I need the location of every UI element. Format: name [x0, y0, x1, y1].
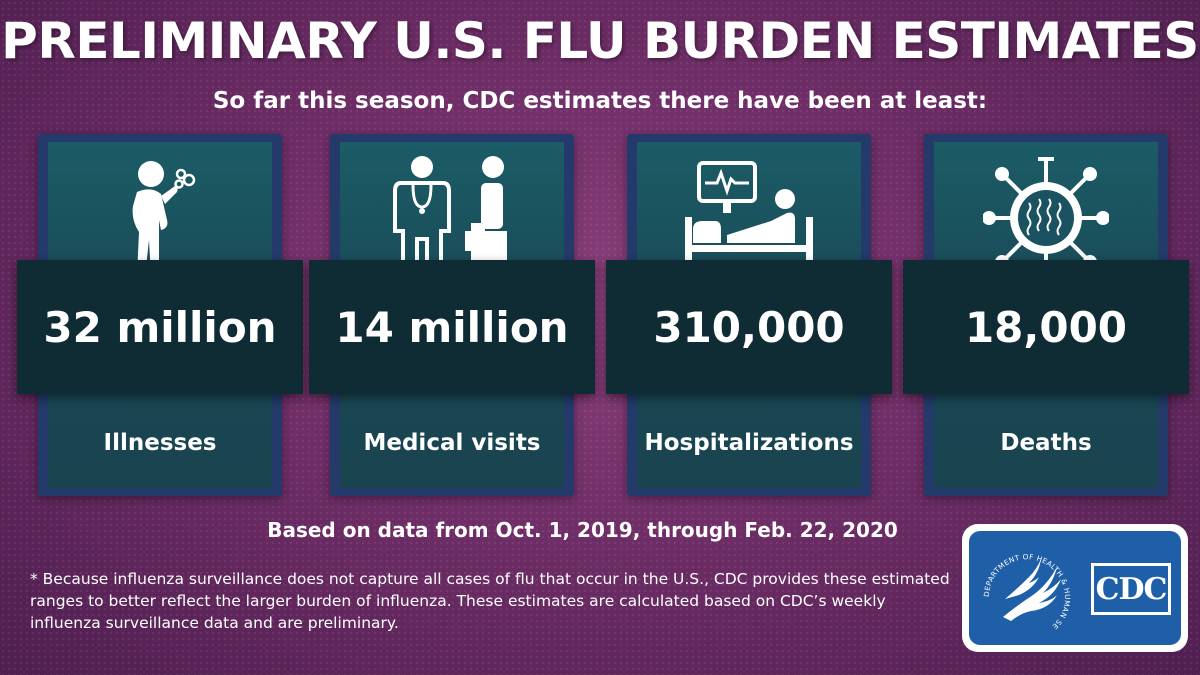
footnote: * Because influenza surveillance does no…: [30, 570, 950, 632]
label-medical-visits: Medical visits: [363, 430, 541, 457]
coughing-person-icon: [48, 152, 272, 284]
label-illnesses: Illnesses: [103, 430, 217, 457]
value-banner-illnesses: 32 million: [17, 260, 303, 394]
value-banner-hospitalizations: 310,000: [606, 260, 892, 394]
page-subtitle: So far this season, CDC estimates there …: [212, 88, 988, 114]
label-hospitalizations: Hospitalizations: [644, 430, 854, 457]
value-banner-deaths: 18,000: [903, 260, 1189, 394]
hhs-seal-icon: DEPARTMENT OF HEALTH & HUMAN SERVICES US…: [972, 530, 1077, 639]
hhs-cdc-logo: DEPARTMENT OF HEALTH & HUMAN SERVICES US…: [962, 524, 1188, 652]
data-range-note: Based on data from Oct. 1, 2019, through…: [267, 518, 898, 542]
page-title: PRELIMINARY U.S. FLU BURDEN ESTIMATES: [1, 12, 1199, 70]
logo-panel: DEPARTMENT OF HEALTH & HUMAN SERVICES US…: [969, 530, 1181, 645]
hospital-bed-icon: [637, 152, 861, 284]
value-banner-medical-visits: 14 million: [309, 260, 595, 394]
label-deaths: Deaths: [1000, 430, 1092, 457]
cdc-wordmark: CDC: [1091, 563, 1171, 615]
